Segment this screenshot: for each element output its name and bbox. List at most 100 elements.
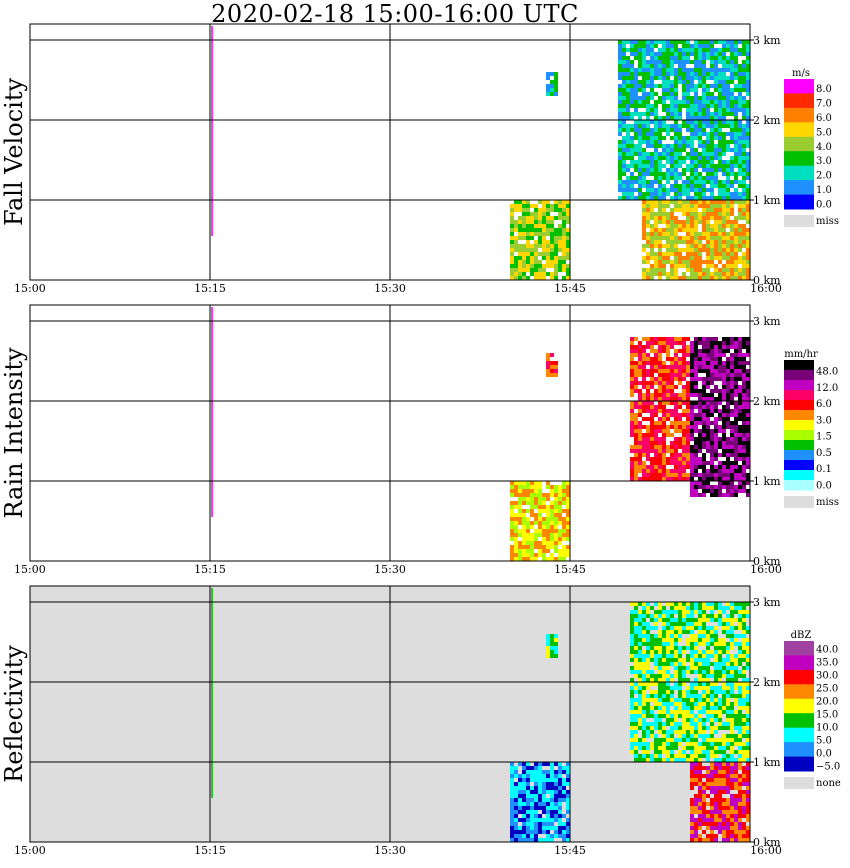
echo-cell bbox=[554, 493, 558, 497]
echo-cell bbox=[650, 80, 654, 84]
echo-cell bbox=[734, 337, 738, 341]
echo-cell bbox=[518, 517, 522, 521]
echo-cell bbox=[618, 180, 622, 184]
echo-cell bbox=[730, 682, 734, 686]
echo-cell bbox=[738, 742, 742, 746]
echo-cell bbox=[702, 377, 706, 381]
echo-cell bbox=[710, 626, 714, 630]
echo-cell bbox=[522, 826, 526, 830]
echo-cell bbox=[678, 224, 682, 228]
echo-cell bbox=[722, 405, 726, 409]
echo-cell bbox=[718, 606, 722, 610]
echo-cell bbox=[710, 124, 714, 128]
echo-cell bbox=[714, 72, 718, 76]
echo-cell bbox=[738, 200, 742, 204]
echo-cell bbox=[690, 228, 694, 232]
echo-cell bbox=[674, 710, 678, 714]
echo-cell bbox=[638, 52, 642, 56]
echo-cell bbox=[722, 642, 726, 646]
echo-cell bbox=[710, 381, 714, 385]
echo-cell bbox=[706, 802, 710, 806]
echo-cell bbox=[518, 489, 522, 493]
echo-cell bbox=[710, 778, 714, 782]
echo-cell bbox=[662, 614, 666, 618]
echo-cell bbox=[694, 52, 698, 56]
echo-cell bbox=[702, 650, 706, 654]
echo-cell bbox=[566, 204, 570, 208]
echo-cell bbox=[694, 72, 698, 76]
echo-cell bbox=[714, 240, 718, 244]
echo-cell bbox=[746, 345, 750, 349]
echo-cell bbox=[646, 208, 650, 212]
echo-cell bbox=[734, 116, 738, 120]
echo-cell bbox=[722, 722, 726, 726]
echo-cell bbox=[550, 557, 554, 561]
echo-cell bbox=[650, 240, 654, 244]
echo-cell bbox=[742, 381, 746, 385]
echo-cell bbox=[746, 232, 750, 236]
echo-cell bbox=[730, 104, 734, 108]
echo-cell bbox=[734, 236, 738, 240]
echo-cell bbox=[542, 798, 546, 802]
echo-cell bbox=[562, 553, 566, 557]
echo-cell bbox=[690, 76, 694, 80]
echo-cell bbox=[730, 794, 734, 798]
echo-cell bbox=[694, 457, 698, 461]
echo-cell bbox=[730, 670, 734, 674]
echo-cell bbox=[630, 602, 634, 606]
echo-cell bbox=[558, 814, 562, 818]
echo-cell bbox=[630, 389, 634, 393]
echo-cell bbox=[722, 469, 726, 473]
echo-cell bbox=[658, 256, 662, 260]
echo-cell bbox=[650, 212, 654, 216]
echo-cell bbox=[706, 172, 710, 176]
echo-cell bbox=[638, 381, 642, 385]
echo-cell bbox=[658, 457, 662, 461]
echo-cell bbox=[650, 252, 654, 256]
echo-cell bbox=[646, 361, 650, 365]
echo-cell bbox=[678, 341, 682, 345]
echo-cell bbox=[710, 830, 714, 834]
echo-cell bbox=[550, 762, 554, 766]
echo-region bbox=[690, 762, 750, 842]
echo-cell bbox=[746, 782, 750, 786]
echo-cell bbox=[550, 232, 554, 236]
echo-cell bbox=[734, 52, 738, 56]
echo-cell bbox=[646, 433, 650, 437]
echo-cell bbox=[746, 172, 750, 176]
echo-cell bbox=[538, 774, 542, 778]
echo-cell bbox=[730, 686, 734, 690]
echo-cell bbox=[674, 738, 678, 742]
echo-cell bbox=[642, 449, 646, 453]
echo-cell bbox=[718, 441, 722, 445]
echo-cell bbox=[726, 445, 730, 449]
echo-cell bbox=[690, 654, 694, 658]
echo-cell bbox=[710, 449, 714, 453]
echo-cell bbox=[710, 485, 714, 489]
echo-cell bbox=[718, 96, 722, 100]
echo-cell bbox=[742, 646, 746, 650]
echo-cell bbox=[686, 758, 690, 762]
echo-cell bbox=[718, 248, 722, 252]
echo-cell bbox=[698, 686, 702, 690]
echo-cell bbox=[678, 742, 682, 746]
echo-cell bbox=[674, 120, 678, 124]
echo-cell bbox=[706, 445, 710, 449]
echo-cell bbox=[646, 710, 650, 714]
echo-cell bbox=[714, 353, 718, 357]
echo-cell bbox=[726, 646, 730, 650]
echo-cell bbox=[690, 810, 694, 814]
echo-cell bbox=[686, 124, 690, 128]
echo-cell bbox=[682, 40, 686, 44]
echo-cell bbox=[738, 244, 742, 248]
echo-cell bbox=[670, 734, 674, 738]
echo-cell bbox=[694, 108, 698, 112]
echo-cell bbox=[718, 345, 722, 349]
echo-cell bbox=[662, 437, 666, 441]
echo-cell bbox=[554, 525, 558, 529]
echo-cell bbox=[662, 68, 666, 72]
echo-cell bbox=[710, 822, 714, 826]
echo-cell bbox=[702, 160, 706, 164]
echo-cell bbox=[650, 421, 654, 425]
echo-cell bbox=[530, 798, 534, 802]
